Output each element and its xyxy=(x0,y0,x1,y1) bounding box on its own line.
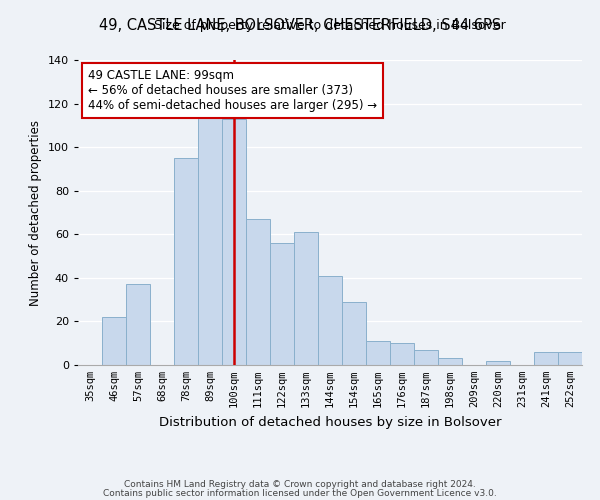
X-axis label: Distribution of detached houses by size in Bolsover: Distribution of detached houses by size … xyxy=(159,416,501,428)
Bar xyxy=(558,352,582,365)
Title: Size of property relative to detached houses in Bolsover: Size of property relative to detached ho… xyxy=(154,20,506,32)
Text: Contains HM Land Registry data © Crown copyright and database right 2024.: Contains HM Land Registry data © Crown c… xyxy=(124,480,476,489)
Bar xyxy=(102,317,126,365)
Bar xyxy=(438,358,462,365)
Bar xyxy=(126,284,150,365)
Text: 49 CASTLE LANE: 99sqm
← 56% of detached houses are smaller (373)
44% of semi-det: 49 CASTLE LANE: 99sqm ← 56% of detached … xyxy=(88,69,377,112)
Bar xyxy=(198,106,222,365)
Bar xyxy=(174,158,198,365)
Bar xyxy=(534,352,558,365)
Bar xyxy=(390,343,414,365)
Bar xyxy=(342,302,366,365)
Bar xyxy=(366,341,390,365)
Bar xyxy=(486,360,510,365)
Text: 49, CASTLE LANE, BOLSOVER, CHESTERFIELD, S44 6PS: 49, CASTLE LANE, BOLSOVER, CHESTERFIELD,… xyxy=(99,18,501,32)
Bar xyxy=(270,243,294,365)
Bar xyxy=(414,350,438,365)
Bar xyxy=(318,276,342,365)
Bar xyxy=(246,219,270,365)
Y-axis label: Number of detached properties: Number of detached properties xyxy=(29,120,42,306)
Bar xyxy=(222,119,246,365)
Bar xyxy=(294,232,318,365)
Text: Contains public sector information licensed under the Open Government Licence v3: Contains public sector information licen… xyxy=(103,489,497,498)
